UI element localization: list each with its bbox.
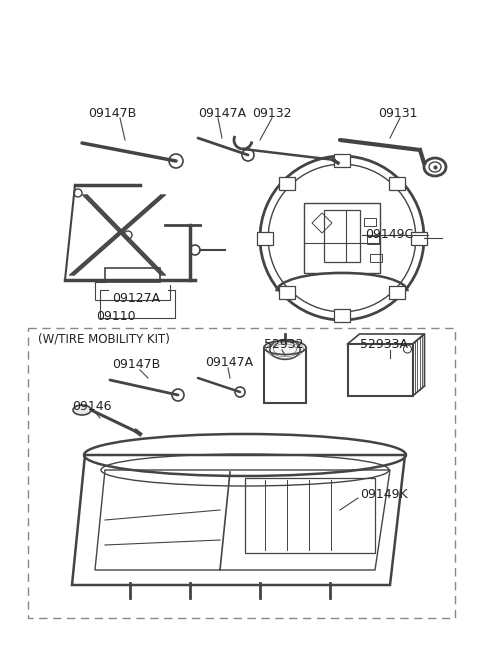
Circle shape bbox=[74, 189, 82, 197]
Text: 09147B: 09147B bbox=[112, 358, 160, 371]
Text: 09147A: 09147A bbox=[198, 107, 246, 120]
Text: 09149C: 09149C bbox=[365, 228, 413, 241]
Circle shape bbox=[190, 245, 200, 255]
Text: 09147A: 09147A bbox=[205, 356, 253, 369]
Text: 09146: 09146 bbox=[72, 400, 111, 413]
Text: 09147B: 09147B bbox=[88, 107, 136, 120]
Text: 09149K: 09149K bbox=[360, 488, 408, 501]
Circle shape bbox=[124, 231, 132, 239]
FancyBboxPatch shape bbox=[411, 232, 427, 245]
FancyBboxPatch shape bbox=[279, 177, 296, 190]
Text: 52933A: 52933A bbox=[360, 338, 408, 351]
Text: 09127A: 09127A bbox=[112, 292, 160, 305]
FancyBboxPatch shape bbox=[279, 286, 296, 299]
FancyBboxPatch shape bbox=[334, 154, 350, 167]
Text: 09131: 09131 bbox=[378, 107, 418, 120]
Ellipse shape bbox=[264, 340, 306, 354]
FancyBboxPatch shape bbox=[388, 286, 405, 299]
Ellipse shape bbox=[73, 405, 91, 415]
Text: 52932: 52932 bbox=[264, 338, 303, 351]
Text: 09110: 09110 bbox=[96, 310, 136, 323]
FancyBboxPatch shape bbox=[334, 308, 350, 321]
FancyBboxPatch shape bbox=[257, 232, 273, 245]
FancyBboxPatch shape bbox=[388, 177, 405, 190]
Text: (W/TIRE MOBILITY KIT): (W/TIRE MOBILITY KIT) bbox=[38, 332, 170, 345]
Text: 09132: 09132 bbox=[252, 107, 291, 120]
